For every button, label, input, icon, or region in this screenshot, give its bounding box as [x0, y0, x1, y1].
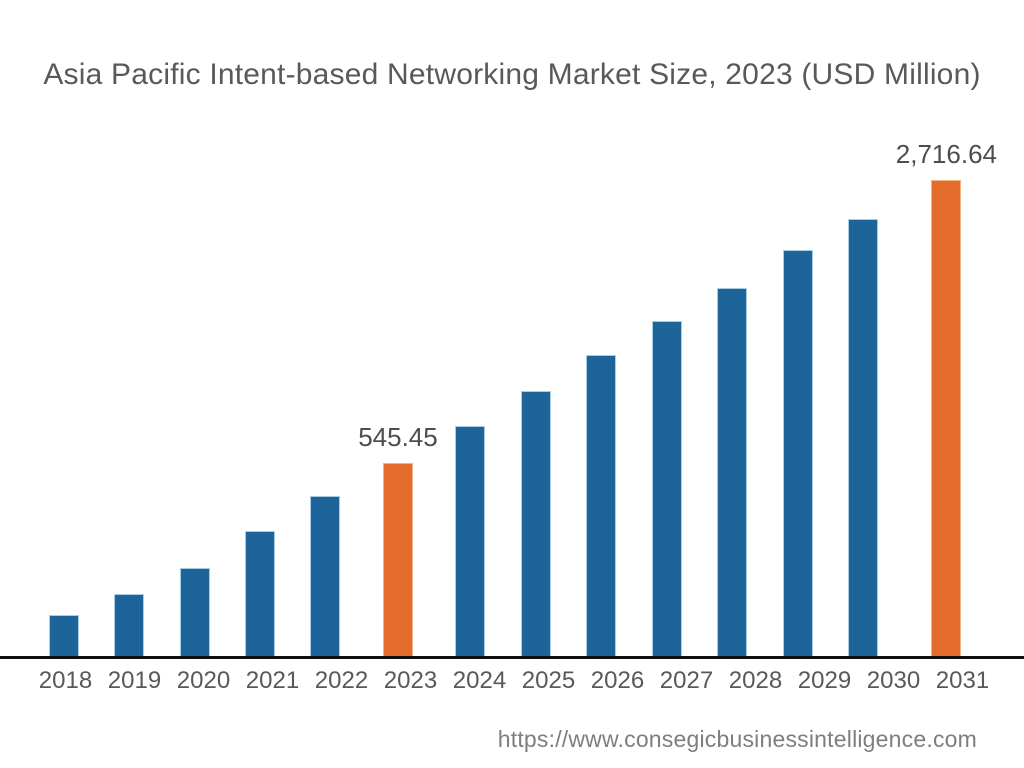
- x-axis-tick-label-2026: 2026: [590, 667, 645, 694]
- x-axis-tick-label-2029: 2029: [797, 667, 852, 694]
- x-axis-tick-label-2023: 2023: [383, 667, 438, 694]
- bar-2020: [179, 568, 210, 656]
- bar-chart-plot-area: 545.45 2,716.64: [31, 141, 997, 656]
- bar-2018: [48, 615, 79, 656]
- x-axis-tick-label-2025: 2025: [521, 667, 576, 694]
- bar-2026: [586, 355, 617, 656]
- bar-2031: [931, 180, 962, 656]
- chart-title: Asia Pacific Intent-based Networking Mar…: [43, 58, 981, 91]
- bar-2025: [520, 391, 551, 656]
- bar-slot-2018: [31, 615, 96, 656]
- bar-slot-2019: [96, 594, 161, 656]
- bar-slot-2029: [765, 250, 830, 656]
- bar-slot-2020: [162, 568, 227, 656]
- bar-slot-2023: 545.45: [358, 424, 438, 656]
- bar-slot-2022: [293, 496, 358, 656]
- bar-slot-2027: [634, 321, 699, 656]
- bar-slot-2031: 2,716.64: [896, 141, 997, 656]
- bar-2021: [245, 531, 276, 656]
- bar-2029: [782, 250, 813, 656]
- x-axis-tick-label-2028: 2028: [728, 667, 783, 694]
- bar-2027: [651, 321, 682, 656]
- bar-slot-2026: [569, 355, 634, 656]
- x-axis-tick-label-2024: 2024: [452, 667, 507, 694]
- data-label-2031: 2,716.64: [895, 139, 997, 169]
- bar-2019: [114, 594, 145, 656]
- bar-slot-2030: [830, 219, 895, 656]
- x-axis-tick-label-2021: 2021: [245, 667, 300, 694]
- bar-slot-2021: [227, 531, 292, 656]
- x-axis-tick-label-2031: 2031: [935, 667, 990, 694]
- bar-slot-2028: [699, 288, 764, 656]
- x-axis-tick-labels: 2018 2019 2020 2021 2022 2023 2024 2025 …: [31, 667, 997, 695]
- bar-slot-2025: [503, 391, 568, 656]
- bar-2028: [717, 288, 748, 656]
- x-axis-tick-label-2018: 2018: [38, 667, 93, 694]
- x-axis-tick-label-2020: 2020: [176, 667, 231, 694]
- data-label-2023: 545.45: [358, 422, 438, 452]
- bar-2024: [455, 426, 486, 656]
- x-axis-tick-label-2027: 2027: [659, 667, 714, 694]
- x-axis-tick-label-2030: 2030: [866, 667, 921, 694]
- bar-2022: [310, 496, 341, 656]
- x-axis-tick-label-2022: 2022: [314, 667, 369, 694]
- source-url-text: https://www.consegicbusinessintelligence…: [497, 726, 977, 752]
- bar-slot-2024: [438, 426, 503, 656]
- bar-2023: [382, 463, 413, 656]
- x-axis-line: [0, 656, 1024, 659]
- bar-2030: [848, 219, 879, 656]
- x-axis-tick-label-2019: 2019: [107, 667, 162, 694]
